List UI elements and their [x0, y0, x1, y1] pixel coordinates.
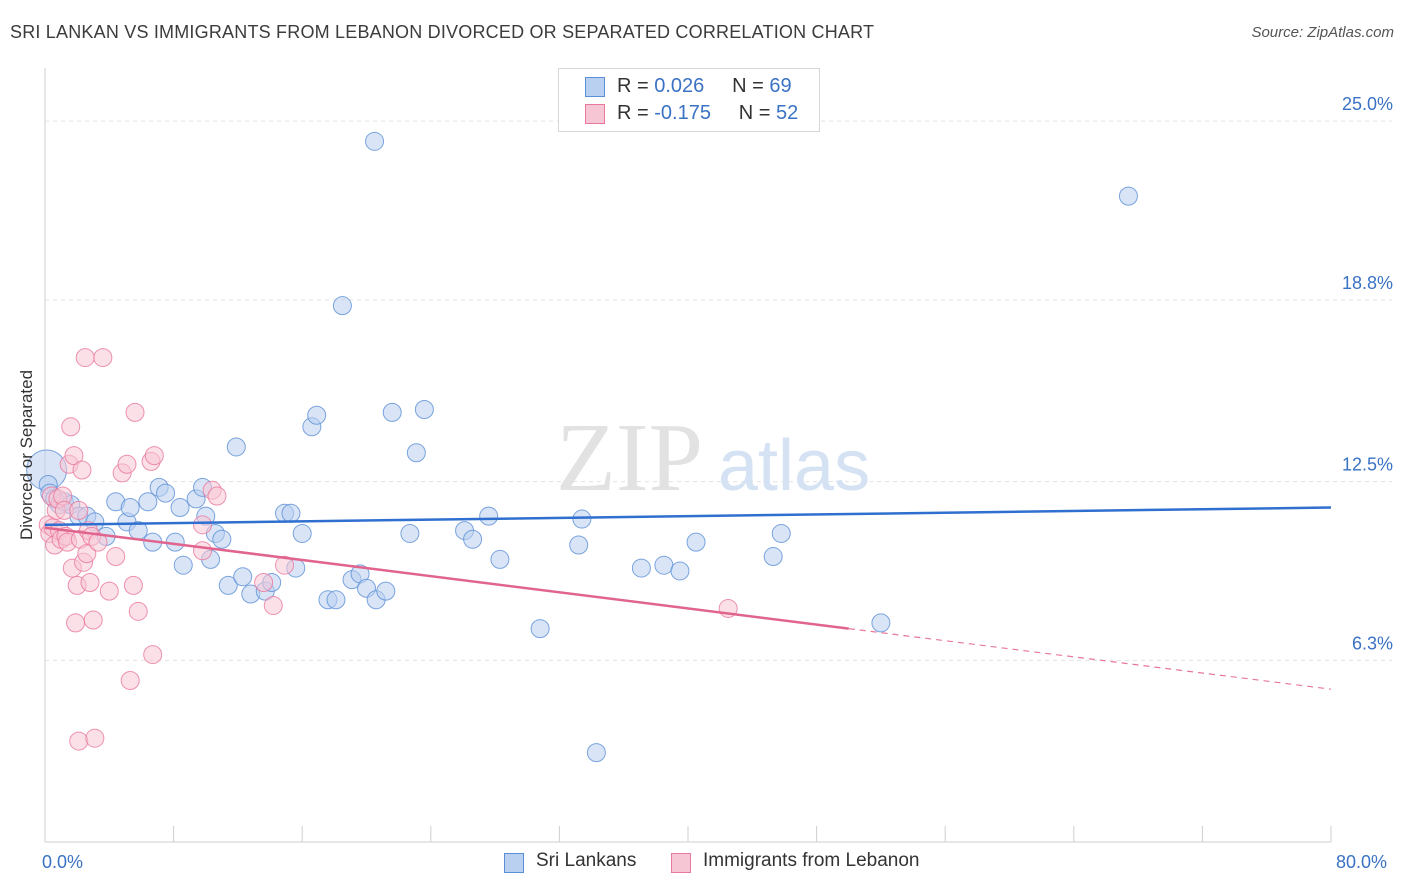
lebanon-point: [117, 454, 137, 474]
y-tick-label: 6.3%: [1352, 633, 1393, 653]
x-tick-label-max: 80.0%: [1336, 852, 1388, 872]
lebanon-point: [193, 541, 213, 561]
sri-lankans-point: [376, 581, 396, 601]
sri-lankans-point: [586, 743, 606, 763]
lebanon-point: [207, 486, 227, 506]
sri-lankans-point: [463, 529, 483, 549]
sri-lankans-point: [771, 523, 791, 543]
sri-lankans-point: [120, 498, 140, 518]
legend-text: R = -0.175 N = 52: [617, 102, 798, 125]
sri-lankans-point: [307, 405, 327, 425]
sri-lankans-point: [281, 503, 301, 523]
trend-line-lebanon: [44, 526, 849, 630]
watermark: ZIP atlas: [556, 404, 870, 512]
lebanon-point: [85, 728, 105, 748]
sri-lankans-point: [490, 549, 510, 569]
legend-n-value: 69: [769, 75, 792, 97]
watermark-zip: ZIP: [556, 404, 703, 512]
legend-swatch-blue: [585, 77, 605, 97]
lebanon-point: [263, 596, 283, 616]
sri-lankans-point: [654, 555, 674, 575]
sri-lankans-point: [365, 131, 385, 151]
legend-swatch-pink: [585, 104, 605, 124]
legend-r-label: R =: [617, 75, 649, 97]
lebanon-point: [61, 417, 81, 437]
y-tick-labels: 25.0% 18.8% 12.5% 6.3%: [1342, 94, 1393, 653]
watermark-atlas: atlas: [718, 426, 870, 506]
legend-n-label: N =: [738, 102, 771, 124]
bottom-legend-label: Sri Lankans: [536, 850, 637, 871]
lebanon-point: [106, 547, 126, 567]
sri-lankans-point: [233, 567, 253, 587]
lebanon-point: [75, 348, 95, 368]
bottom-legend-swatch-pink: [671, 853, 691, 873]
sri-lankans-point: [170, 498, 190, 518]
sri-lankans-point: [226, 437, 246, 457]
sri-lankans-point: [218, 575, 238, 595]
legend-r-label: R =: [617, 102, 649, 124]
sri-lankans-point: [382, 402, 402, 422]
lebanon-point: [193, 515, 213, 535]
lebanon-point: [77, 544, 97, 564]
sri-lankans-point: [479, 506, 499, 526]
lebanon-point: [72, 460, 92, 480]
lebanon-point: [66, 613, 86, 633]
lebanon-point: [120, 671, 140, 691]
y-tick-label: 18.8%: [1342, 273, 1393, 293]
sri-lankans-point: [332, 296, 352, 316]
sri-lankans-point: [212, 529, 232, 549]
legend-r-value: -0.175: [654, 102, 711, 124]
sri-lankans-point: [138, 492, 158, 512]
lebanon-point: [83, 610, 103, 630]
sri-lankans-point: [173, 555, 193, 575]
chart-title: SRI LANKAN VS IMMIGRANTS FROM LEBANON DI…: [10, 22, 875, 42]
bottom-legend-label: Immigrants from Lebanon: [703, 850, 920, 871]
sri-lankans-point: [871, 613, 891, 633]
trend-line-lebanon-extension: [848, 628, 1332, 690]
sri-lankans-point: [569, 535, 589, 555]
trend-lines: [44, 506, 1332, 690]
legend-n-value: 52: [776, 102, 799, 124]
legend-r-value: 0.026: [654, 75, 705, 97]
sri-lankans-point: [406, 443, 426, 463]
legend-text: R = 0.026 N = 69: [617, 75, 792, 98]
sri-lankans-point: [686, 532, 706, 552]
lebanon-point: [69, 731, 89, 751]
chart-source: Source: ZipAtlas.com: [1251, 24, 1394, 41]
bottom-legend-swatch-blue: [504, 853, 524, 873]
lebanon-point: [123, 575, 143, 595]
legend-n-label: N =: [732, 75, 764, 97]
lebanon-point: [254, 572, 274, 592]
lebanon-point: [128, 601, 148, 621]
sri-lankans-point: [572, 509, 592, 529]
sri-lankans-point: [1118, 186, 1138, 206]
sri-lankans-point: [631, 558, 651, 578]
y-tick-label: 25.0%: [1342, 94, 1393, 114]
sri-lankans-point: [670, 561, 690, 581]
sri-lankans-point: [326, 590, 346, 610]
sri-lankans-point: [400, 523, 420, 543]
sri-lankans-point: [156, 483, 176, 503]
x-tick-label-min: 0.0%: [42, 852, 84, 872]
lebanon-point: [125, 402, 145, 422]
lebanon-point: [275, 555, 295, 575]
y-axis-label: Divorced or Separated: [17, 369, 36, 541]
sri-lankans-point: [763, 547, 783, 567]
lebanon-point: [64, 446, 84, 466]
sri-lankans-point: [292, 523, 312, 543]
lebanon-point: [144, 446, 164, 466]
lebanon-point: [143, 645, 163, 665]
trend-line-sri-lankans: [44, 506, 1332, 527]
lebanon-point: [93, 348, 113, 368]
sri-lankans-point: [530, 619, 550, 639]
lebanon-point: [99, 581, 119, 601]
y-tick-label: 12.5%: [1342, 455, 1393, 475]
legend: R = 0.026 N = 69 R = -0.175 N = 52: [558, 68, 820, 132]
lebanon-point: [69, 500, 89, 520]
lebanon-point: [80, 572, 100, 592]
sri-lankans-point: [414, 399, 434, 419]
